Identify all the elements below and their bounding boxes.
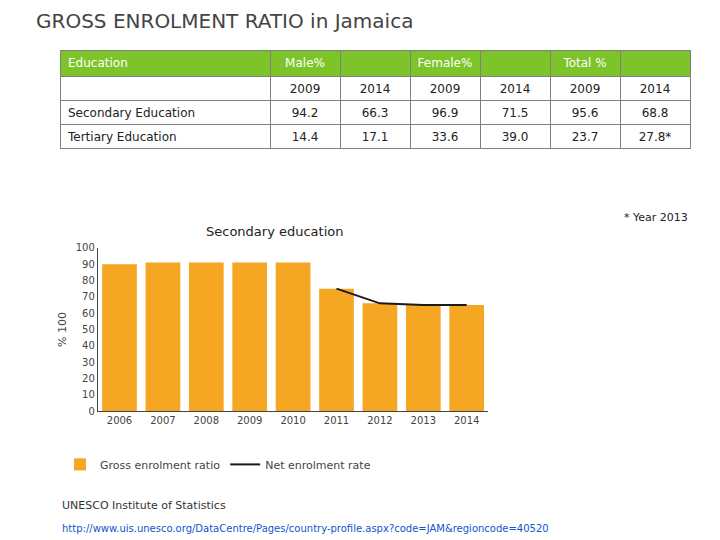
svg-text:2010: 2010 [280, 415, 305, 426]
svg-text:23.7: 23.7 [572, 130, 599, 144]
svg-text:2014: 2014 [500, 82, 531, 96]
svg-text:30: 30 [82, 357, 95, 368]
svg-text:95.6: 95.6 [572, 106, 599, 120]
svg-text:39.0: 39.0 [502, 130, 529, 144]
svg-text:2009: 2009 [570, 82, 601, 96]
svg-text:Net enrolment rate: Net enrolment rate [265, 459, 370, 472]
svg-text:96.9: 96.9 [432, 106, 459, 120]
svg-text:Secondary Education: Secondary Education [68, 106, 195, 120]
svg-text:2014: 2014 [360, 82, 391, 96]
svg-text:14.4: 14.4 [292, 130, 319, 144]
svg-text:Education: Education [68, 56, 128, 70]
svg-text:66.3: 66.3 [362, 106, 389, 120]
svg-text:GROSS ENROLMENT RATIO in Jamai: GROSS ENROLMENT RATIO in Jamaica [36, 9, 413, 33]
svg-text:80: 80 [82, 275, 95, 286]
svg-text:2006: 2006 [107, 415, 132, 426]
svg-text:2008: 2008 [194, 415, 219, 426]
svg-text:17.1: 17.1 [362, 130, 389, 144]
svg-text:2011: 2011 [324, 415, 349, 426]
svg-text:2009: 2009 [290, 82, 321, 96]
svg-text:Tertiary Education: Tertiary Education [67, 130, 177, 144]
svg-text:33.6: 33.6 [432, 130, 459, 144]
svg-text:2014: 2014 [454, 415, 479, 426]
svg-text:90: 90 [82, 259, 95, 270]
svg-text:Gross enrolment ratio: Gross enrolment ratio [100, 459, 220, 472]
svg-text:Total %: Total % [562, 56, 606, 70]
svg-text:2014: 2014 [640, 82, 671, 96]
svg-text:% 100: % 100 [56, 312, 69, 347]
svg-text:40: 40 [82, 340, 95, 351]
svg-text:50: 50 [82, 324, 95, 335]
svg-text:Male%: Male% [285, 56, 325, 70]
svg-text:0: 0 [88, 406, 94, 417]
svg-text:2009: 2009 [430, 82, 461, 96]
svg-text:2013: 2013 [411, 415, 436, 426]
svg-text:UNESCO Institute of Statistics: UNESCO Institute of Statistics [62, 499, 226, 512]
svg-text:20: 20 [82, 373, 95, 384]
svg-text:http://www.uis.unesco.org/Data: http://www.uis.unesco.org/DataCentre/Pag… [62, 523, 549, 534]
svg-text:94.2: 94.2 [292, 106, 319, 120]
svg-text:* Year 2013: * Year 2013 [624, 211, 688, 224]
svg-text:Female%: Female% [418, 56, 473, 70]
svg-text:27.8*: 27.8* [639, 130, 672, 144]
svg-text:2007: 2007 [150, 415, 175, 426]
svg-text:100: 100 [76, 242, 95, 253]
svg-text:71.5: 71.5 [502, 106, 529, 120]
svg-text:70: 70 [82, 291, 95, 302]
svg-text:Secondary education: Secondary education [206, 224, 343, 239]
svg-text:10: 10 [82, 389, 95, 400]
svg-text:68.8: 68.8 [642, 106, 669, 120]
svg-text:2009: 2009 [237, 415, 262, 426]
svg-text:60: 60 [82, 308, 95, 319]
svg-text:2012: 2012 [367, 415, 392, 426]
